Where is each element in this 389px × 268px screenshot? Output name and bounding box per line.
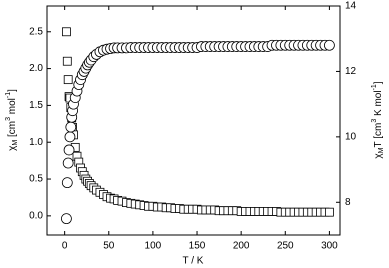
y2-tick-label: 14	[345, 1, 357, 12]
x-tick-label: 200	[233, 241, 250, 252]
circle-point	[61, 177, 73, 189]
x-tick-label: 150	[189, 241, 206, 252]
axis-label-part: 3	[5, 117, 12, 121]
axis-label-part: [cm	[7, 121, 18, 140]
circle-point	[324, 39, 335, 51]
axis-label-part: K mol	[373, 90, 384, 118]
circle-point	[61, 213, 72, 225]
axis-label-part: M	[12, 140, 19, 146]
plot-frame	[46, 5, 341, 236]
y-tick-label: 0.0	[29, 210, 43, 221]
square-point	[63, 75, 73, 85]
circle-point	[64, 131, 76, 143]
square-point	[325, 207, 334, 217]
y-tick-label: 0.5	[29, 174, 43, 185]
y2-tick-label: 12	[345, 66, 357, 77]
axis-label-part: M	[378, 147, 385, 153]
axis-label-part: T [cm	[373, 123, 384, 148]
x-tick-label: 100	[145, 241, 162, 252]
axis-label-part: -1	[5, 92, 12, 98]
y2-tick-label: 10	[345, 131, 357, 142]
x-tick-label: 0	[62, 241, 68, 252]
axis-label-part: χ	[373, 153, 384, 159]
y-tick-label: 2.0	[29, 63, 43, 74]
axis-label-part: ]	[7, 89, 18, 92]
axis-label-part: mol	[7, 98, 18, 117]
x-tick-label: 250	[277, 241, 294, 252]
y-tick-label: 1.5	[29, 100, 43, 111]
circle-point	[62, 157, 74, 169]
y2-axis-label: χMT [cm3 K mol-1]	[371, 81, 385, 158]
y-tick-label: 2.5	[29, 26, 43, 37]
y-tick-label: 1.0	[29, 137, 43, 148]
y-axis-label: χM [cm3 mol-1]	[5, 89, 19, 151]
axis-label-part: ]	[373, 81, 384, 84]
x-tick-label: 50	[103, 241, 115, 252]
circle-point	[63, 144, 75, 156]
square-point	[62, 56, 72, 66]
axis-label-part: χ	[7, 145, 18, 151]
square-point	[62, 27, 71, 37]
circle-point	[65, 121, 77, 133]
x-axis-label: T / K	[183, 256, 204, 267]
axis-label-part: 3	[371, 119, 378, 123]
x-tick-label: 300	[321, 241, 338, 252]
axis-label-part: -1	[371, 84, 378, 90]
y2-tick-label: 8	[345, 197, 351, 208]
